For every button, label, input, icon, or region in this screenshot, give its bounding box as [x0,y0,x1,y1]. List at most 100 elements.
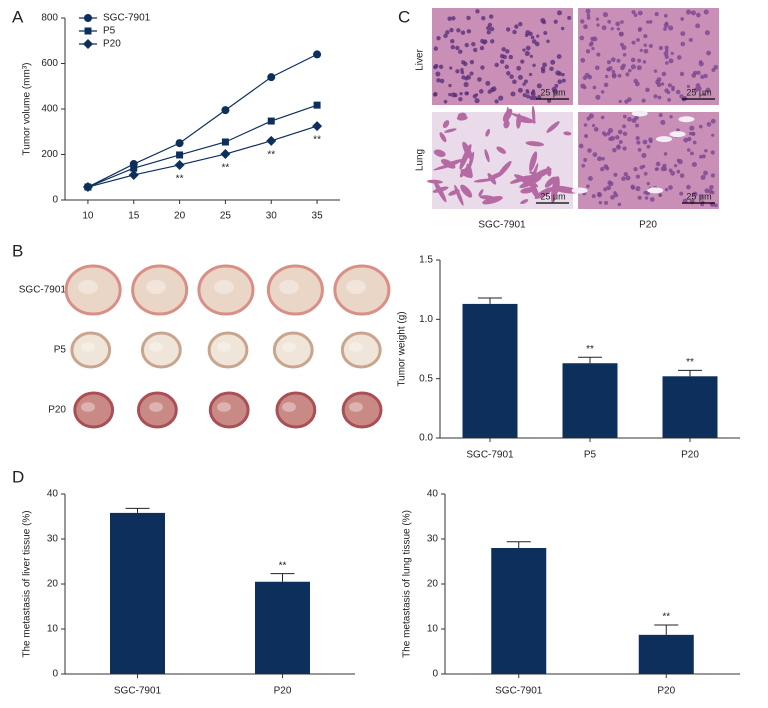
nucleus [696,12,701,18]
tissue-strand [496,146,507,154]
legend-label: P5 [103,26,116,37]
nucleus [530,91,536,97]
nucleus [704,148,708,153]
nucleus [617,73,622,78]
y-tick-label: 10 [427,624,439,635]
bar [255,581,310,674]
nucleus [600,90,605,94]
nucleus [617,129,623,135]
tissue-strand [457,112,467,119]
nucleus [536,34,540,38]
column-label: P20 [639,220,657,231]
nucleus [695,23,701,29]
bar [491,548,547,674]
nucleus [713,64,719,70]
nucleus [583,24,588,30]
nucleus [665,61,669,65]
tissue-strand [546,121,560,133]
nucleus [605,166,610,171]
x-tick-label: 25 [220,211,232,222]
marker [220,149,231,160]
histology-image: 25 μm [432,8,573,105]
nucleus [649,139,653,144]
marker [312,121,323,132]
annotation: ** [267,149,275,160]
gap [678,116,695,123]
nucleus [698,60,703,64]
tissue-strand [460,184,473,198]
nucleus [687,136,692,142]
nucleus [489,26,495,32]
nucleus [561,78,566,83]
nucleus [480,38,485,44]
nucleus [643,34,648,39]
nucleus [616,58,621,63]
y-tick-label: 0 [432,669,438,680]
nucleus [501,47,506,52]
tissue-strand [509,175,531,184]
panel-label: C [398,7,410,26]
nucleus [445,30,450,35]
legend-marker [84,27,92,35]
nucleus [451,16,456,21]
nucleus [592,85,597,90]
tissue-strand [484,149,490,163]
series-line [87,125,318,188]
nucleus [698,124,703,129]
nucleus [543,31,548,35]
x-tick-label: P20 [657,686,675,697]
nucleus [530,35,535,40]
nucleus [450,38,455,44]
y-tick-label: 30 [427,534,439,545]
nucleus [486,30,491,35]
nucleus [478,89,484,94]
nucleus [588,42,593,47]
nucleus [460,30,466,35]
nucleus [489,14,494,19]
nucleus [560,26,565,31]
nucleus [622,124,627,129]
nucleus [540,66,546,72]
nucleus [646,144,651,149]
nucleus [607,128,614,134]
histology-image: 25 μm [427,105,579,209]
nucleus [596,52,601,57]
nucleus [704,30,710,36]
x-tick-label: 35 [312,211,324,222]
tissue-strand [510,113,537,123]
nucleus [490,39,495,44]
tumor [140,331,182,369]
bar [638,634,694,674]
nucleus [668,25,674,31]
nucleus [608,66,613,71]
nucleus [649,197,655,202]
marker [174,159,185,170]
nucleus [691,73,697,78]
nucleus [523,79,528,84]
tissue-strand [427,179,444,184]
nucleus [516,65,522,71]
y-tick-label: 800 [41,13,58,24]
nucleus [702,92,707,97]
nucleus [692,191,698,197]
series-line [87,104,318,188]
nucleus [658,45,664,51]
nucleus [456,28,461,33]
marker [128,169,139,180]
tumor [340,331,382,369]
x-tick-label: P5 [584,450,597,461]
bar [110,512,165,674]
y-tick-label: 0 [52,195,58,206]
tissue-strand [534,187,554,199]
nucleus [550,59,556,65]
nucleus [556,54,562,60]
nucleus [466,15,471,21]
nucleus [505,49,510,54]
tissue-strand [444,128,457,133]
nucleus [580,19,585,24]
nucleus [590,36,595,42]
nucleus [616,144,621,149]
nucleus [579,35,585,41]
nucleus [643,48,649,54]
tissue-strand [433,149,446,157]
